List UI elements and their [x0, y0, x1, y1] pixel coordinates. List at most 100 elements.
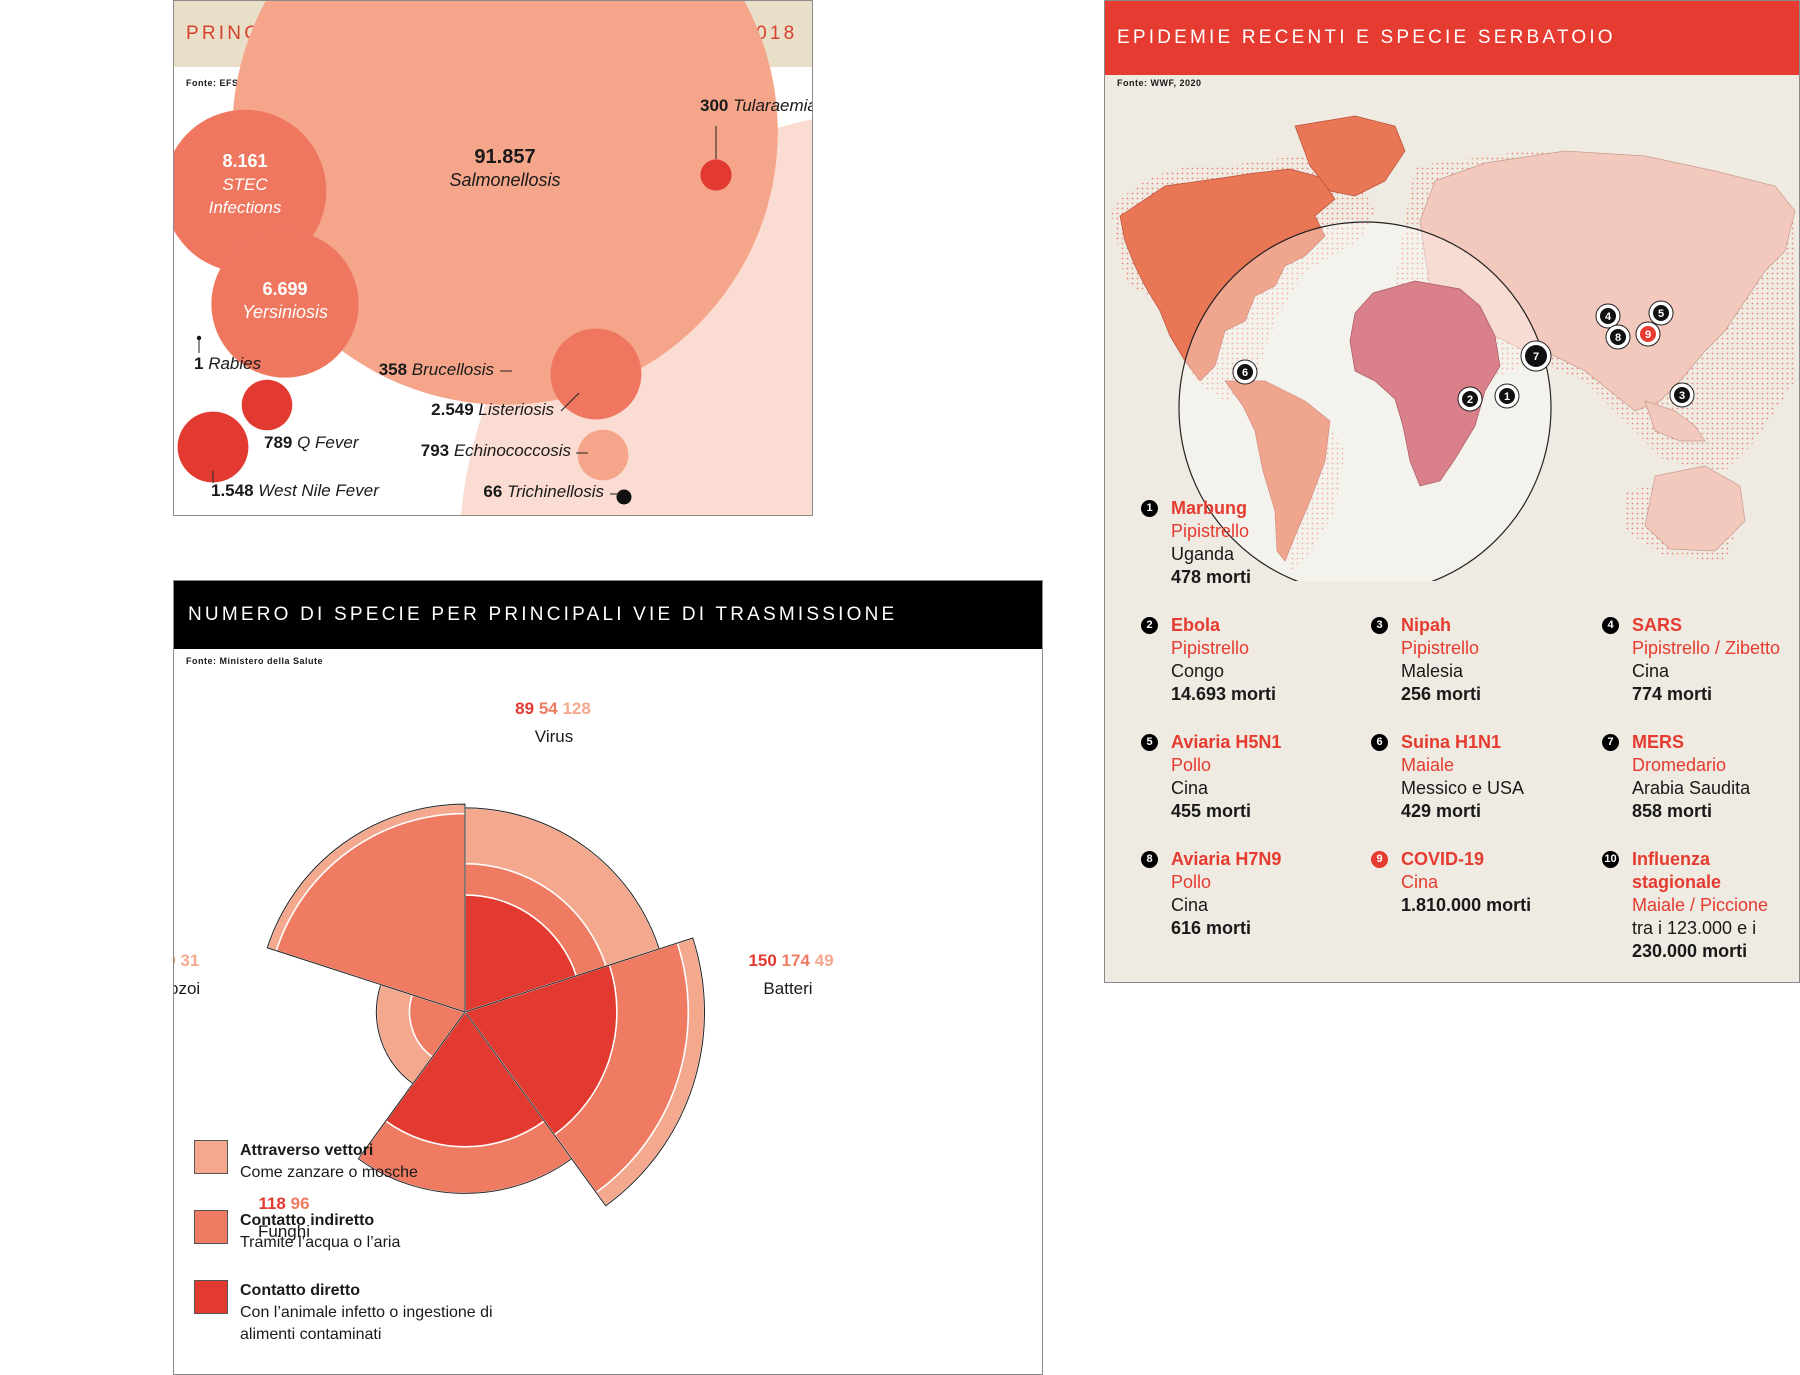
specie-panel: Numero di specie per principali vie di t… — [173, 580, 1043, 1375]
sector-elminti-indirect — [275, 812, 466, 1014]
legend-indirect-title: Contatto indiretto — [240, 1212, 375, 1229]
epidemia-country: Congo — [1171, 661, 1225, 681]
epidemia-sars: 4 SARS Pipistrello / Zibetto Cina 774 morti — [1602, 614, 1799, 706]
epidemia-influenza-stagionale: 10 Influenza stagionale Maiale / Piccione t… — [1602, 848, 1799, 963]
epidemie-title: Epidemie recenti e specie serbatoio — [1105, 1, 1799, 75]
legend-vectors-title: Attraverso vettori — [240, 1142, 374, 1159]
name-yersiniosis: Yersiniosis — [242, 302, 328, 322]
marker-label-7: 7 — [1533, 351, 1539, 363]
marker-3 — [1674, 387, 1690, 403]
marker-9 — [1640, 326, 1656, 342]
label-rabies: 1 Rabies — [194, 354, 262, 373]
legend-direct-title: Contatto diretto — [240, 1282, 360, 1299]
value-brucellosis: 358 — [379, 360, 412, 379]
legend-swatch-indirect — [194, 1210, 228, 1244]
label-west-nile-fever: 1.548 West Nile Fever — [211, 481, 380, 500]
value-listeriosis: 2.549 — [431, 400, 478, 419]
epidemia-deaths: 616 morti — [1171, 918, 1252, 938]
value-salmonellosis: 91.857 — [474, 146, 535, 168]
world-map: 1 2 3 4 5 6 7 8 9 — [1111, 115, 1796, 581]
name-trichinellosis: Trichinellosis — [507, 482, 604, 501]
epidemia-species: Cina — [1401, 872, 1439, 892]
epidemia-species: Pipistrello / Zibetto — [1632, 638, 1781, 658]
epidemia-name: Influenza stagionale — [1632, 849, 1722, 892]
value-q-fever: 789 — [264, 433, 297, 452]
sector-funghi-outline — [357, 1011, 573, 1194]
name-stec-infections-1: Infections — [209, 198, 282, 217]
marker-8 — [1610, 329, 1626, 345]
name-listeriosis: Listeriosis — [478, 400, 554, 419]
epidemia-number: 5 — [1141, 734, 1158, 751]
bubble-q-fever — [241, 379, 293, 431]
epidemia-name: Ebola — [1171, 615, 1221, 635]
value-virus-2: 128 — [558, 699, 591, 718]
value-funghi-0: 118 — [258, 1194, 285, 1213]
value-funghi-1: 96 — [286, 1194, 310, 1213]
name-label-virus: Virus — [535, 727, 573, 746]
zoonosi-panel: Principali casi di zoonosi in Europa nel… — [173, 0, 813, 516]
name-west-nile-fever: West Nile Fever — [258, 481, 380, 500]
label-echinococcosis: 793 Echinococcosis — [421, 441, 572, 460]
marker-label-4: 4 — [1605, 311, 1612, 323]
name-label-funghi: Funghi — [258, 1222, 310, 1241]
sector-protozoi-indirect — [408, 993, 467, 1058]
epidemia-species: Pollo — [1171, 872, 1212, 892]
map-americas — [1119, 115, 1406, 562]
epidemia-deaths: 230.000 morti — [1632, 941, 1748, 961]
marker-4 — [1600, 308, 1616, 324]
value-batteri-0: 150 — [748, 951, 776, 970]
marker-label-5: 5 — [1658, 308, 1664, 320]
map-africa — [1349, 280, 1501, 487]
epidemia-name: MERS — [1632, 732, 1685, 752]
epidemia-covid-19: 9 COVID-19 Cina 1.810.000 morti — [1371, 848, 1621, 917]
epidemia-species: Pipistrello — [1171, 521, 1250, 541]
legend-indirect-desc: Tramite l’acqua o l’aria — [240, 1234, 401, 1251]
value-label-protozoi: 20 31 — [174, 951, 199, 970]
sector-virus-direct — [464, 894, 578, 1014]
value-trichinellosis: 66 — [483, 482, 507, 501]
epidemia-name: SARS — [1632, 615, 1683, 635]
zoonosi-bubble-chart: 246.571Campylobacteriosis91.857Salmonell… — [174, 1, 812, 515]
epidemia-deaths: 858 morti — [1632, 801, 1713, 821]
epidemia-species: Maiale — [1401, 755, 1455, 775]
name-label-protozoi: Protozoi — [174, 979, 200, 998]
sector-protozoi-outline — [375, 984, 466, 1085]
specie-title: Numero di specie per principali vie di t… — [174, 581, 1042, 649]
label-listeriosis: 2.549 Listeriosis — [431, 400, 554, 419]
bubble-tularaemia — [700, 159, 732, 191]
value-virus-0: 89 — [515, 699, 534, 718]
epidemia-number: 1 — [1141, 500, 1158, 517]
epidemia-country: Uganda — [1171, 544, 1235, 564]
epidemia-species: Dromedario — [1632, 755, 1727, 775]
bubble-brucellosis — [507, 357, 543, 393]
value-protozoi-1: 31 — [176, 951, 200, 970]
name-label-batteri: Batteri — [763, 979, 812, 998]
epidemia-country: Cina — [1171, 778, 1209, 798]
bubble-trichinellosis — [616, 489, 632, 505]
epidemia-deaths: 429 morti — [1401, 801, 1482, 821]
bubble-echinococcosis — [577, 429, 629, 481]
name-salmonellosis: Salmonellosis — [449, 170, 560, 190]
value-tularaemia: 300 — [700, 96, 733, 115]
sector-virus-outline — [464, 807, 660, 1013]
epidemia-country: Cina — [1632, 661, 1670, 681]
sector-elminti-outline — [266, 803, 466, 1013]
epidemia-country: tra i 123.000 e i — [1632, 918, 1757, 938]
name-stec-infections-0: STEC — [222, 175, 268, 194]
bubble-salmonellosis — [232, 1, 778, 405]
value-label-batteri: 150 174 49 — [748, 951, 833, 970]
marker-2 — [1462, 391, 1478, 407]
bubble-west-nile-fever — [177, 411, 249, 483]
legend-vectors-desc: Come zanzare o mosche — [240, 1164, 418, 1181]
value-batteri-2: 49 — [810, 951, 834, 970]
label-q-fever: 789 Q Fever — [264, 433, 360, 452]
bubble-yersiniosis — [211, 230, 359, 378]
epidemia-number: 4 — [1602, 617, 1619, 634]
label-stec-infections: 8.161 STEC Infections — [209, 151, 282, 217]
epidemia-deaths: 774 morti — [1632, 684, 1713, 704]
legend-swatch-direct — [194, 1280, 228, 1314]
epidemia-number: 8 — [1141, 851, 1158, 868]
specie-source: Fonte: Ministero della Salute — [186, 656, 324, 666]
epidemia-number: 9 — [1371, 851, 1388, 868]
epidemia-species: Maiale / Piccione — [1632, 895, 1769, 915]
